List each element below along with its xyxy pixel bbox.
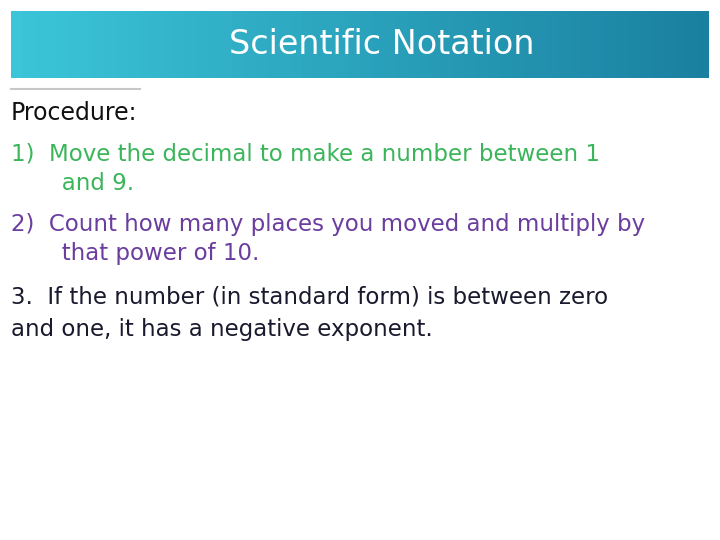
Bar [22, 11, 34, 78]
Bar [81, 11, 92, 78]
Text: 2)  Count how many places you moved and multiply by: 2) Count how many places you moved and m… [11, 213, 645, 235]
Bar [34, 11, 46, 78]
Bar [662, 11, 674, 78]
Bar [150, 11, 162, 78]
Bar [267, 11, 279, 78]
Bar [430, 11, 441, 78]
Bar [325, 11, 337, 78]
Bar [395, 11, 407, 78]
Bar [290, 11, 302, 78]
Bar [46, 11, 58, 78]
Text: and 9.: and 9. [11, 172, 134, 195]
Bar [104, 11, 115, 78]
Bar [11, 11, 22, 78]
Bar [534, 11, 546, 78]
Bar [407, 11, 418, 78]
Text: Scientific Notation: Scientific Notation [229, 28, 534, 61]
Bar [511, 11, 523, 78]
Bar [255, 11, 267, 78]
Text: 1)  Move the decimal to make a number between 1: 1) Move the decimal to make a number bet… [11, 143, 600, 165]
Bar [174, 11, 186, 78]
Bar [69, 11, 81, 78]
Bar [197, 11, 209, 78]
Bar [674, 11, 686, 78]
Bar [546, 11, 558, 78]
Bar [372, 11, 383, 78]
Bar [127, 11, 139, 78]
Bar [500, 11, 511, 78]
Bar [686, 11, 698, 78]
Bar [139, 11, 150, 78]
Bar [523, 11, 534, 78]
Bar [477, 11, 488, 78]
Bar [698, 11, 709, 78]
Bar [651, 11, 662, 78]
Bar [418, 11, 430, 78]
Bar [639, 11, 651, 78]
Bar [348, 11, 360, 78]
Text: 3.  If the number (in standard form) is between zero: 3. If the number (in standard form) is b… [11, 286, 608, 308]
Bar [209, 11, 220, 78]
Text: and one, it has a negative exponent.: and one, it has a negative exponent. [11, 318, 433, 341]
Bar [593, 11, 605, 78]
Bar [115, 11, 127, 78]
Text: Procedure:: Procedure: [11, 102, 138, 125]
Bar [453, 11, 465, 78]
Bar [441, 11, 453, 78]
Bar [186, 11, 197, 78]
Bar [337, 11, 348, 78]
Bar [616, 11, 628, 78]
Bar [488, 11, 500, 78]
Bar [360, 11, 372, 78]
Bar [243, 11, 255, 78]
Bar [605, 11, 616, 78]
Bar [220, 11, 232, 78]
Bar [92, 11, 104, 78]
Text: that power of 10.: that power of 10. [11, 242, 259, 265]
Bar [279, 11, 290, 78]
Bar [570, 11, 581, 78]
Bar [558, 11, 570, 78]
Bar [58, 11, 69, 78]
Bar [383, 11, 395, 78]
Bar [302, 11, 313, 78]
Bar [581, 11, 593, 78]
Bar [232, 11, 243, 78]
Bar [628, 11, 639, 78]
Bar [162, 11, 174, 78]
Bar [465, 11, 477, 78]
Bar [313, 11, 325, 78]
